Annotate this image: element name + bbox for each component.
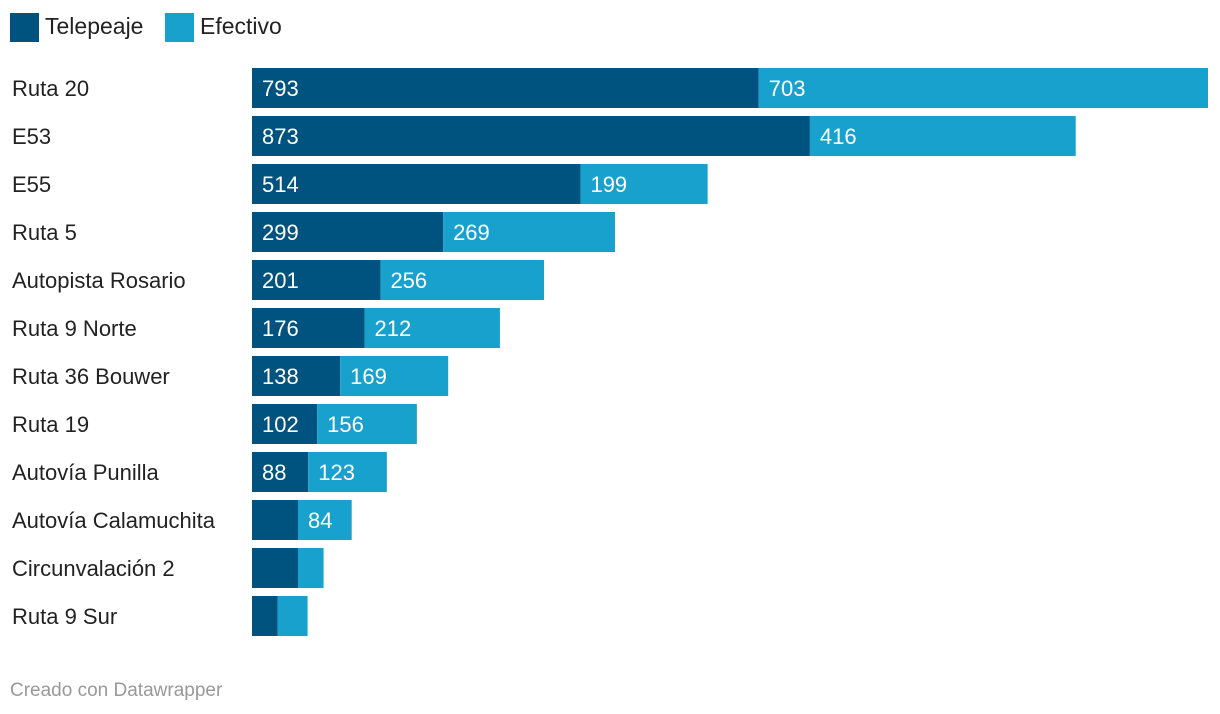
bar-row: E55 514 199 <box>12 164 708 204</box>
bar-segment-telepeaje <box>252 452 309 492</box>
bar-row: Autopista Rosario 201 256 <box>12 260 545 300</box>
value-label-efectivo: 256 <box>390 268 427 293</box>
bar-segment-efectivo <box>298 500 352 540</box>
bar-row: Ruta 19 102 156 <box>12 404 417 444</box>
bar-segment-efectivo <box>380 260 545 300</box>
bar-segment-efectivo <box>298 548 324 588</box>
category-label: Autopista Rosario <box>12 268 186 293</box>
bar-segment-telepeaje <box>252 356 341 396</box>
bar-row: Ruta 5 299 269 <box>12 212 615 252</box>
category-label: E55 <box>12 172 51 197</box>
bar-segment-telepeaje <box>252 212 444 252</box>
value-label-telepeaje: 88 <box>262 460 286 485</box>
bar-segment-efectivo <box>308 452 387 492</box>
category-label: Ruta 9 Sur <box>12 604 117 629</box>
category-label: Circunvalación 2 <box>12 556 175 581</box>
value-label-efectivo: 703 <box>769 76 806 101</box>
value-label-telepeaje: 873 <box>262 124 299 149</box>
value-label-efectivo: 123 <box>318 460 355 485</box>
category-label: Ruta 9 Norte <box>12 316 137 341</box>
category-label: Autovía Punilla <box>12 460 160 485</box>
bar-row: Ruta 9 Norte 176 212 <box>12 308 500 348</box>
legend-swatch-telepeaje <box>10 13 39 42</box>
legend: Telepeaje Efectivo <box>10 13 282 42</box>
bar-segment-telepeaje <box>252 68 759 108</box>
bar-segment-efectivo <box>580 164 708 204</box>
footer-credit: Creado con Datawrapper <box>10 680 223 701</box>
legend-label-telepeaje: Telepeaje <box>45 13 143 39</box>
bars: Ruta 20 793 703 E53 873 416 E55 514 199 Ruta 5 299… <box>12 68 1208 636</box>
bar-row: Autovía Calamuchita 84 <box>12 500 352 540</box>
value-label-efectivo: 199 <box>590 172 627 197</box>
bar-segment-telepeaje <box>252 596 278 636</box>
bar-row: Circunvalación 2 <box>12 548 324 588</box>
value-label-telepeaje: 299 <box>262 220 299 245</box>
bar-row: Ruta 9 Sur <box>12 596 308 636</box>
value-label-efectivo: 269 <box>453 220 490 245</box>
value-label-efectivo: 84 <box>308 508 332 533</box>
bar-segment-efectivo <box>277 596 308 636</box>
category-label: Autovía Calamuchita <box>12 508 216 533</box>
bar-segment-telepeaje <box>252 164 581 204</box>
bar-segment-telepeaje <box>252 260 381 300</box>
legend-swatch-efectivo <box>165 13 194 42</box>
value-label-telepeaje: 102 <box>262 412 299 437</box>
value-label-efectivo: 212 <box>374 316 411 341</box>
value-label-telepeaje: 176 <box>262 316 299 341</box>
value-label-telepeaje: 201 <box>262 268 299 293</box>
value-label-telepeaje: 793 <box>262 76 299 101</box>
category-label: Ruta 20 <box>12 76 89 101</box>
legend-label-efectivo: Efectivo <box>200 13 282 39</box>
bar-segment-telepeaje <box>252 548 299 588</box>
value-label-telepeaje: 138 <box>262 364 299 389</box>
bar-segment-efectivo <box>758 68 1208 108</box>
bar-segment-efectivo <box>443 212 615 252</box>
value-label-telepeaje: 514 <box>262 172 299 197</box>
value-label-efectivo: 156 <box>327 412 364 437</box>
category-label: Ruta 36 Bouwer <box>12 364 170 389</box>
bar-row: Autovía Punilla 88 123 <box>12 452 387 492</box>
value-label-efectivo: 169 <box>350 364 387 389</box>
category-label: Ruta 19 <box>12 412 89 437</box>
bar-segment-efectivo <box>317 404 417 444</box>
bar-segment-telepeaje <box>252 500 299 540</box>
bar-segment-efectivo <box>364 308 500 348</box>
bar-segment-telepeaje <box>252 116 810 156</box>
bar-row: Ruta 20 793 703 <box>12 68 1208 108</box>
bar-segment-efectivo <box>340 356 449 396</box>
value-label-efectivo: 416 <box>820 124 857 149</box>
category-label: Ruta 5 <box>12 220 77 245</box>
bar-row: Ruta 36 Bouwer 138 169 <box>12 356 449 396</box>
bar-segment-efectivo <box>809 116 1076 156</box>
bar-row: E53 873 416 <box>12 116 1076 156</box>
bar-segment-telepeaje <box>252 308 365 348</box>
bar-segment-telepeaje <box>252 404 318 444</box>
category-label: E53 <box>12 124 51 149</box>
